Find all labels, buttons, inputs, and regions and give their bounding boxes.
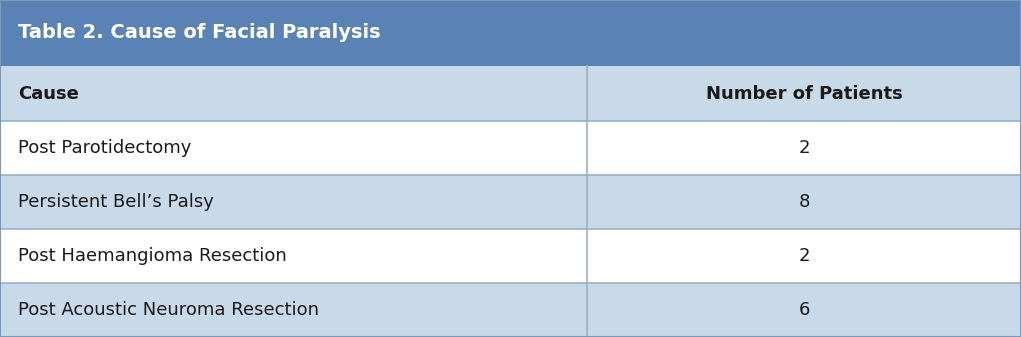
- FancyBboxPatch shape: [0, 66, 1021, 121]
- FancyBboxPatch shape: [0, 283, 1021, 337]
- Text: Persistent Bell’s Palsy: Persistent Bell’s Palsy: [18, 193, 214, 211]
- FancyBboxPatch shape: [0, 121, 1021, 175]
- Text: Post Haemangioma Resection: Post Haemangioma Resection: [18, 247, 287, 265]
- Text: Post Acoustic Neuroma Resection: Post Acoustic Neuroma Resection: [18, 301, 320, 319]
- Text: Cause: Cause: [18, 85, 80, 102]
- Text: 2: 2: [798, 247, 810, 265]
- Text: Table 2. Cause of Facial Paralysis: Table 2. Cause of Facial Paralysis: [18, 23, 381, 42]
- Text: 6: 6: [798, 301, 810, 319]
- FancyBboxPatch shape: [0, 0, 1021, 66]
- Text: Post Parotidectomy: Post Parotidectomy: [18, 139, 192, 157]
- Text: 8: 8: [798, 193, 810, 211]
- FancyBboxPatch shape: [0, 175, 1021, 229]
- FancyBboxPatch shape: [0, 229, 1021, 283]
- Text: Number of Patients: Number of Patients: [706, 85, 903, 102]
- Text: 2: 2: [798, 139, 810, 157]
